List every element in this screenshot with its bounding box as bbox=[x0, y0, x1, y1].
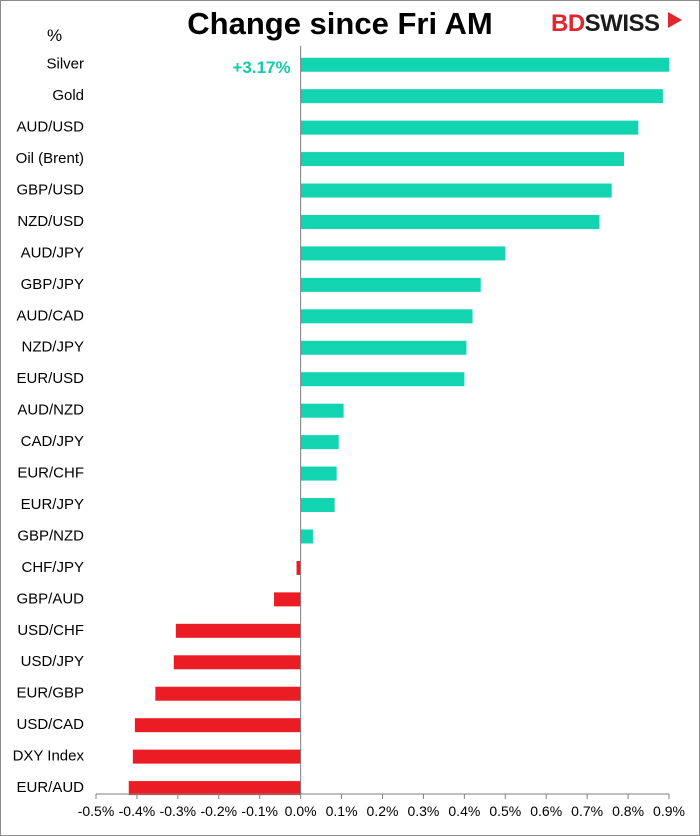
bar-usd-jpy bbox=[173, 655, 301, 670]
x-tick-label: 0.9% bbox=[653, 803, 685, 819]
brand-arrow-icon bbox=[668, 12, 682, 28]
category-label: CHF/JPY bbox=[21, 559, 84, 576]
category-label: USD/CAD bbox=[16, 716, 84, 733]
x-tick-label: -0.5% bbox=[78, 803, 115, 819]
x-tick-label: 0.0% bbox=[285, 803, 317, 819]
bar-nzd-jpy bbox=[300, 340, 467, 355]
bar-dxy-index bbox=[132, 749, 301, 764]
x-axis: -0.5% -0.4% -0.3% -0.2% -0.1% 0.0% 0.1% 0.2% 0.3… bbox=[78, 46, 685, 819]
category-label: Oil (Brent) bbox=[16, 150, 84, 167]
bar-silver bbox=[300, 57, 669, 72]
x-tick-label: 0.5% bbox=[489, 803, 521, 819]
bar-gold bbox=[300, 89, 663, 104]
category-label: EUR/CHF bbox=[17, 465, 84, 482]
bar-aud-cad bbox=[300, 309, 473, 324]
bar-nzd-usd bbox=[300, 214, 600, 229]
x-tick-label: 0.6% bbox=[530, 803, 562, 819]
category-label: Silver bbox=[46, 56, 84, 73]
bar-usd-chf bbox=[175, 623, 301, 638]
category-label: EUR/AUD bbox=[16, 779, 84, 796]
brand-logo-part2: SWISS bbox=[584, 10, 660, 37]
brand-logo: BDSWISS bbox=[551, 10, 660, 38]
category-label: NZD/JPY bbox=[21, 339, 84, 356]
bar-aud-usd bbox=[300, 120, 639, 135]
bar-cad-jpy bbox=[300, 435, 339, 450]
annotation-label: +3.17% bbox=[233, 58, 291, 77]
category-label: CAD/JPY bbox=[21, 433, 84, 450]
bar-usd-cad bbox=[134, 718, 301, 733]
chart-title: Change since Fri AM bbox=[187, 6, 493, 41]
category-label: GBP/USD bbox=[16, 181, 84, 198]
bar-gbp-jpy bbox=[300, 277, 481, 292]
category-label: AUD/USD bbox=[16, 119, 84, 136]
category-label: GBP/JPY bbox=[21, 276, 84, 293]
x-tick-label: -0.4% bbox=[119, 803, 156, 819]
category-label: Gold bbox=[52, 87, 84, 104]
x-tick-label: 0.3% bbox=[407, 803, 439, 819]
x-tick-label: 0.8% bbox=[612, 803, 644, 819]
bar-aud-jpy bbox=[300, 246, 506, 261]
brand-logo-part1: BD bbox=[551, 10, 585, 37]
category-labels: Silver Gold AUD/USD Oil (Brent) GBP/USD NZD/U… bbox=[13, 56, 85, 796]
x-tick-label: 0.4% bbox=[448, 803, 480, 819]
bar-oil-brent- bbox=[300, 152, 624, 167]
category-label: AUD/JPY bbox=[21, 244, 84, 261]
x-tick-label: -0.3% bbox=[160, 803, 197, 819]
unit-label: % bbox=[47, 26, 63, 45]
x-tick-label: 0.7% bbox=[571, 803, 603, 819]
category-label: AUD/NZD bbox=[17, 402, 84, 419]
bar-eur-chf bbox=[300, 466, 337, 481]
bar-eur-aud bbox=[128, 781, 301, 796]
category-label: DXY Index bbox=[13, 748, 85, 765]
bar-aud-nzd bbox=[300, 403, 344, 418]
x-tick-label: -0.2% bbox=[200, 803, 237, 819]
category-label: EUR/GBP bbox=[16, 685, 84, 702]
bar-gbp-nzd bbox=[300, 529, 313, 544]
bar-eur-usd bbox=[300, 372, 465, 387]
category-label: NZD/USD bbox=[17, 213, 84, 230]
category-label: USD/CHF bbox=[17, 622, 84, 639]
bars-group bbox=[128, 57, 669, 796]
category-label: GBP/AUD bbox=[16, 590, 84, 607]
bar-gbp-usd bbox=[300, 183, 612, 198]
category-label: USD/JPY bbox=[21, 653, 84, 670]
annotation-group: +3.17% bbox=[233, 58, 291, 77]
x-tick-label: -0.1% bbox=[241, 803, 278, 819]
bar-eur-jpy bbox=[300, 498, 335, 513]
x-tick-label: 0.2% bbox=[367, 803, 399, 819]
category-label: EUR/JPY bbox=[21, 496, 84, 513]
x-tick-label: 0.1% bbox=[326, 803, 358, 819]
category-label: EUR/USD bbox=[16, 370, 84, 387]
category-label: GBP/NZD bbox=[17, 527, 84, 544]
category-label: AUD/CAD bbox=[16, 307, 84, 324]
bar-gbp-aud bbox=[274, 592, 301, 607]
bar-eur-gbp bbox=[155, 686, 301, 701]
bar-chf-jpy bbox=[296, 560, 301, 575]
